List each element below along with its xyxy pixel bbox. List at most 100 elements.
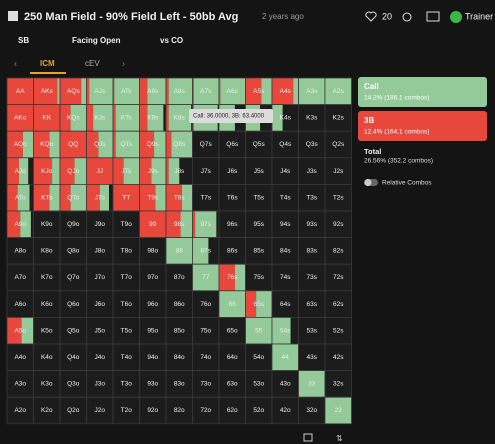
threebet-fill (219, 264, 235, 291)
call-fill (192, 237, 209, 265)
hand-label: 43s (307, 354, 318, 361)
cell-bg (33, 264, 60, 291)
hand-label: 32o (306, 407, 317, 414)
cell-bg (272, 237, 299, 265)
hand-label: A7s (200, 88, 212, 95)
video-icon[interactable] (426, 11, 440, 22)
tooltip: Call: 36.0000, 3B: 63.4000 (193, 114, 265, 120)
call-fill (195, 211, 217, 238)
cell-bg (298, 264, 325, 291)
cell-bg (325, 317, 352, 344)
hand-label: 86o (174, 301, 185, 308)
cell-bg (325, 264, 352, 291)
call-fill (171, 131, 193, 158)
filter[interactable]: Facing Open (72, 36, 121, 45)
hand-label: K6o (41, 301, 53, 308)
cell-bg (33, 397, 60, 424)
cell-bg (33, 370, 60, 398)
sort-icon[interactable]: ⇅ (336, 434, 343, 443)
list-icon[interactable] (303, 433, 313, 442)
cell-bg (272, 397, 299, 424)
cell-bg (325, 184, 352, 211)
call-fill (325, 78, 352, 105)
cell-bg (139, 290, 166, 318)
cell-bg (325, 104, 352, 132)
cell-bg (86, 290, 113, 318)
cell-bg (139, 344, 166, 371)
hand-label: 92s (333, 221, 344, 228)
hand-label: 82o (174, 407, 185, 414)
threebet-fill (113, 131, 116, 158)
hand-label: T8o (121, 248, 133, 255)
call-fill (219, 290, 246, 318)
cell-bg (86, 264, 113, 291)
cell-bg (298, 104, 325, 132)
cell-bg (219, 237, 246, 265)
prev-arrow[interactable]: ‹ (14, 58, 17, 68)
threebet-fill (166, 131, 172, 158)
call-fill (168, 157, 180, 185)
threebet-fill (86, 131, 99, 158)
hand-label: 22 (335, 407, 343, 414)
cell-bg (298, 237, 325, 265)
share-icon[interactable] (402, 12, 412, 22)
hand-label: A5s (253, 88, 265, 95)
cell-bg (325, 290, 352, 318)
hand-label: Q4s (279, 141, 292, 148)
hand-label: 87s (201, 248, 212, 255)
cell-bg (298, 211, 325, 238)
cell-bg (219, 344, 246, 371)
hand-label: JTo (95, 194, 106, 201)
hand-label: Q5o (67, 327, 80, 334)
hand-label: J5s (254, 168, 265, 175)
call-fill (115, 104, 140, 132)
toggle-knob[interactable] (364, 179, 372, 186)
cell-bg (245, 184, 272, 211)
hand-label: A8o (14, 248, 26, 255)
hand-label: K8o (41, 248, 53, 255)
threebet-fill (139, 104, 148, 132)
trainer-icon[interactable] (450, 11, 462, 23)
hand-label: T4o (121, 354, 133, 361)
likes[interactable]: 20 (382, 11, 392, 21)
hand-label: Q3s (306, 141, 319, 148)
hand-label: 74s (280, 274, 291, 281)
hand-label: AQs (67, 88, 80, 95)
call-fill (89, 78, 113, 105)
tab[interactable]: ICM (40, 59, 55, 68)
cell-bg (325, 344, 352, 371)
cell-bg (245, 344, 272, 371)
hand-label: 72o (200, 407, 211, 414)
hand-label: J5o (95, 327, 106, 334)
trainer[interactable]: Trainer (465, 11, 493, 21)
cell-bg (272, 264, 299, 291)
next-arrow[interactable]: › (122, 58, 125, 68)
cell-bg (113, 290, 140, 318)
cell-bg (298, 397, 325, 424)
hand-label: 94o (147, 354, 158, 361)
toggle-label[interactable]: Relative Combos (382, 180, 432, 187)
threebet-fill (245, 290, 257, 318)
hand-label: K8s (174, 115, 186, 122)
total-label: Total (364, 147, 381, 156)
like-icon[interactable] (365, 11, 377, 22)
hand-label: JJ (97, 168, 104, 175)
call-fill (57, 78, 60, 105)
threebet-fill (7, 184, 18, 211)
cell-bg (86, 317, 113, 344)
hand-label: T9o (121, 221, 133, 228)
threebet-fill (86, 184, 100, 211)
filter[interactable]: SB (18, 36, 29, 45)
hand-label: TT (122, 194, 130, 201)
cell-bg (60, 264, 87, 291)
hand-label: 43o (280, 381, 291, 388)
tab[interactable]: cEV (85, 59, 100, 68)
cell-bg (192, 184, 219, 211)
cell-bg (113, 397, 140, 424)
hand-label: KJs (94, 115, 106, 122)
call-fill (234, 264, 246, 291)
filter[interactable]: vs CO (160, 36, 183, 45)
hand-label: AJo (15, 168, 27, 175)
call-fill (70, 184, 87, 211)
call-fill (20, 211, 31, 238)
